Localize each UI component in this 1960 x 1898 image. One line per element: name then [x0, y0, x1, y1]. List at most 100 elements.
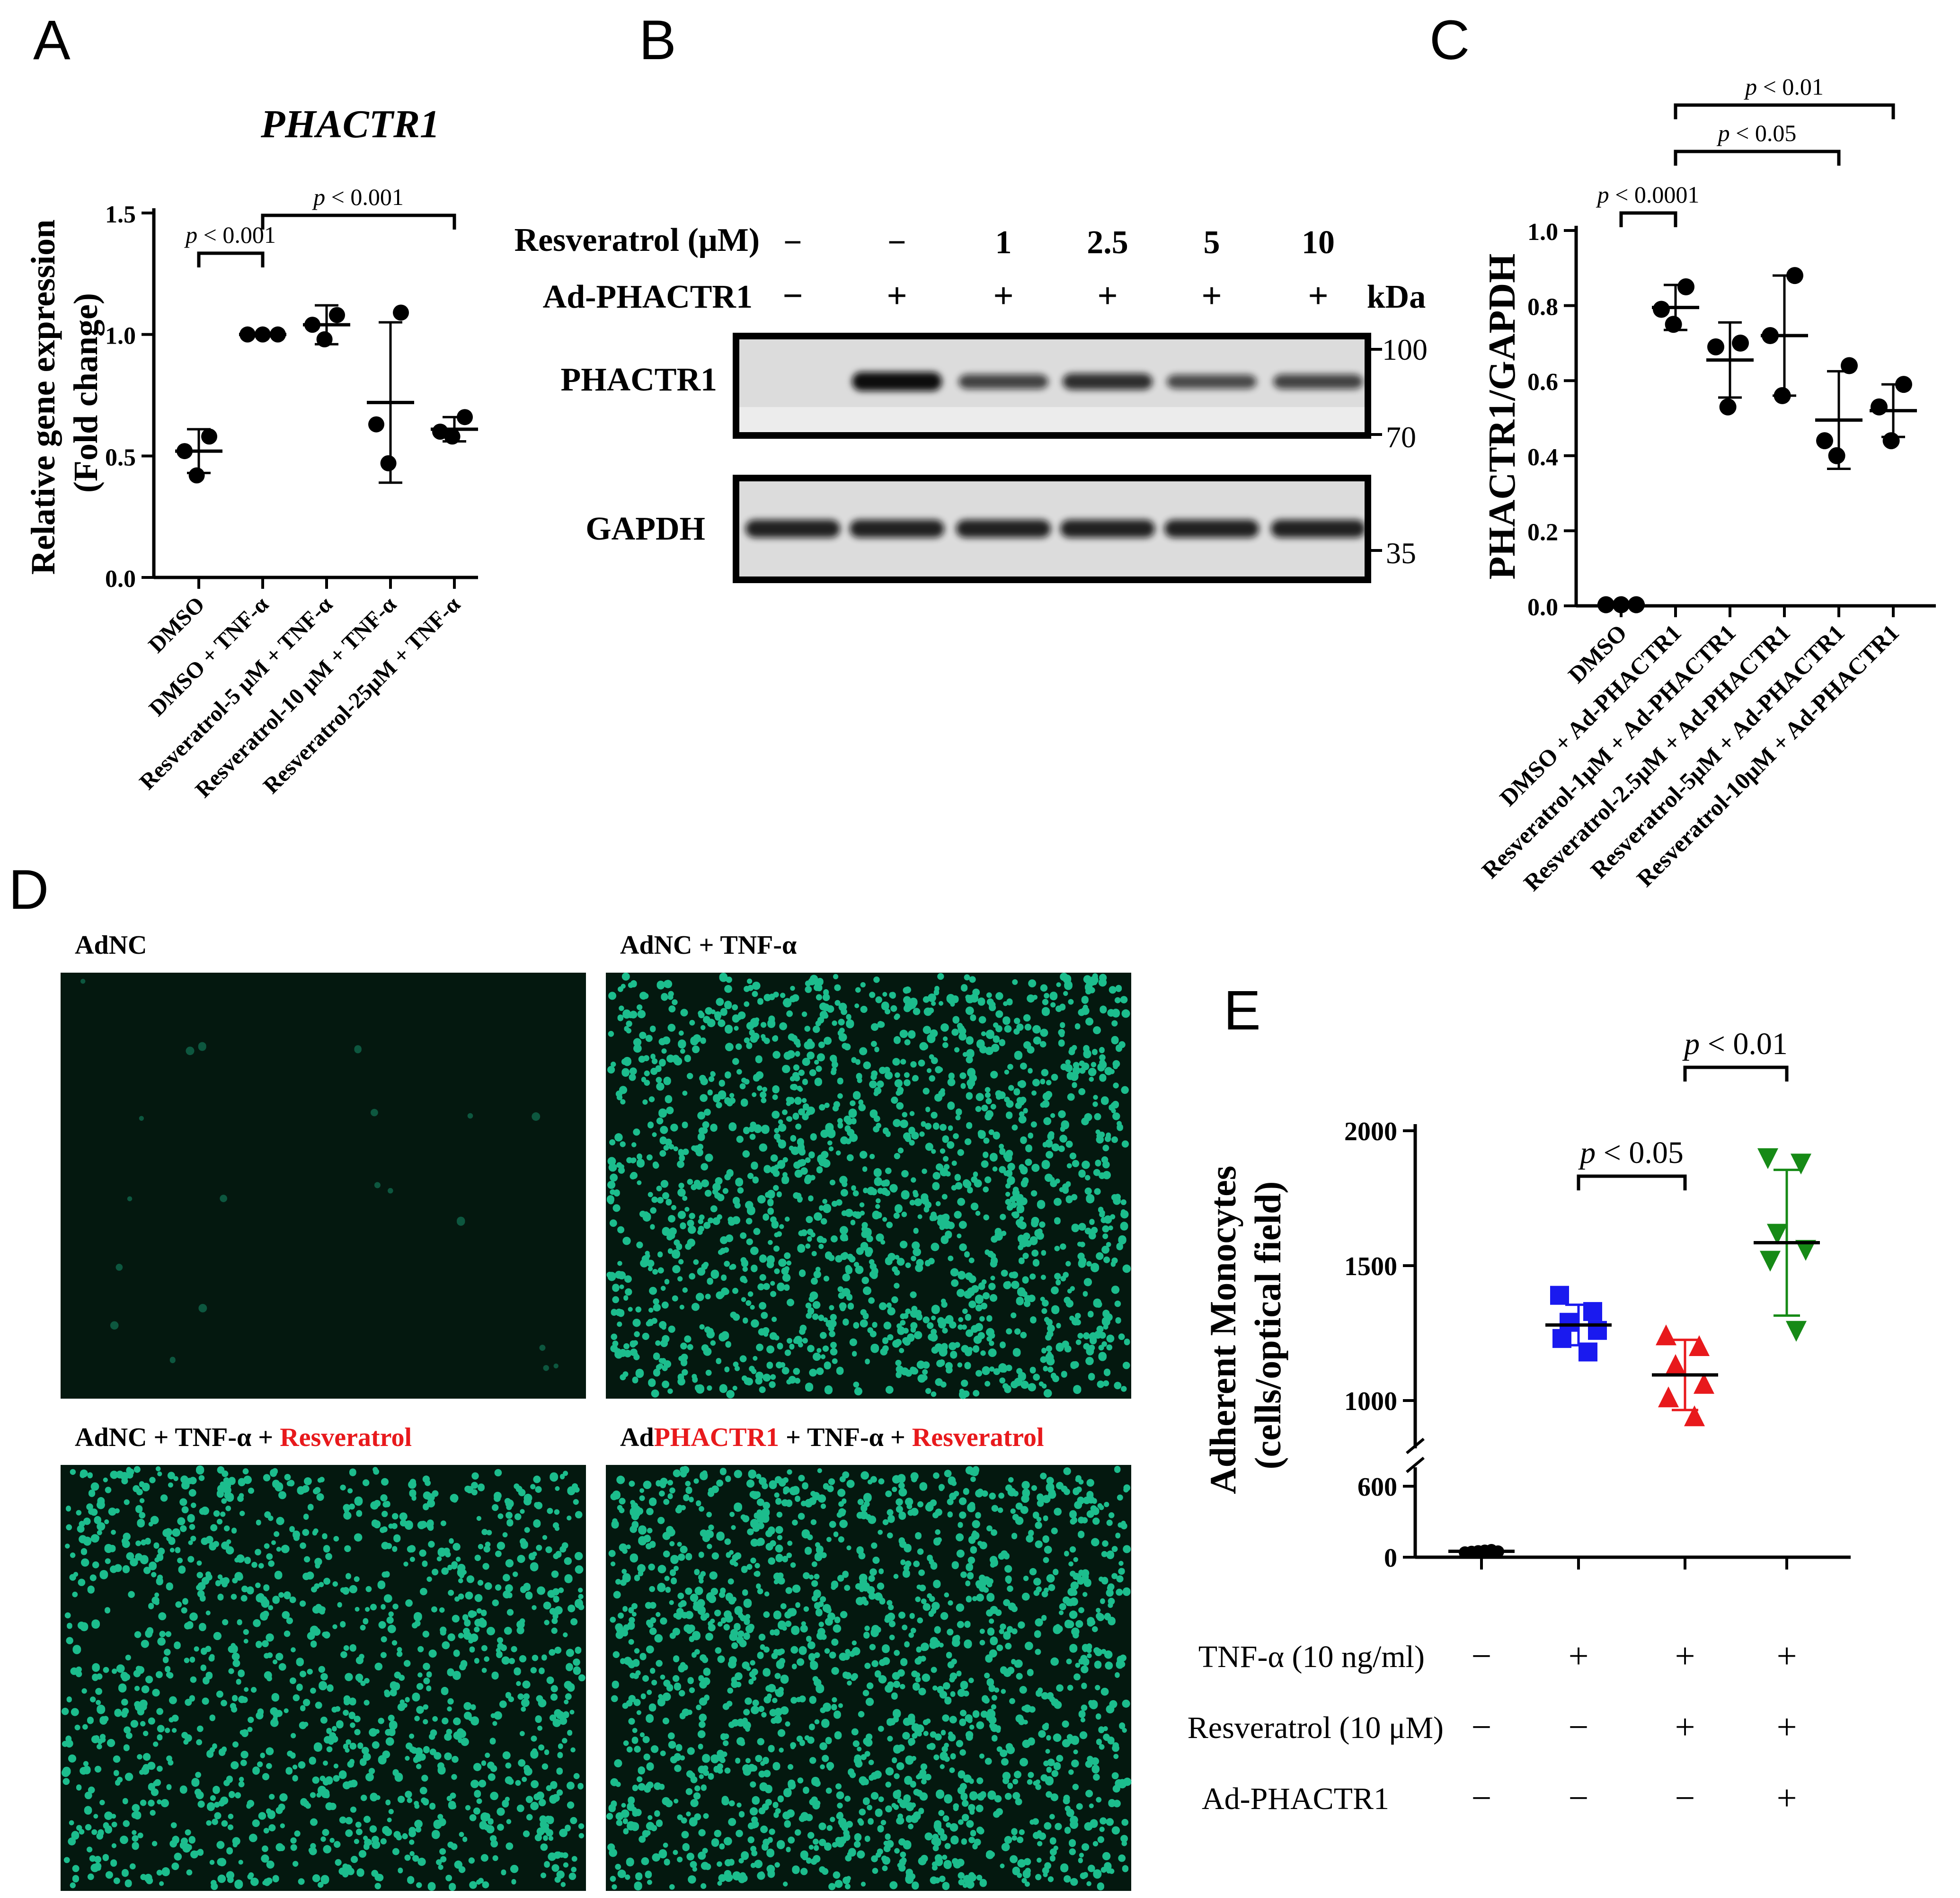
chart-c-data-point: [1841, 357, 1858, 374]
chart-e-axis-break-mark: [1406, 1437, 1425, 1455]
chart-e-data-point: [1579, 1342, 1597, 1362]
chart-e-data-point: [1550, 1286, 1569, 1305]
chart-e-data-point: [1552, 1329, 1571, 1348]
phactr1-band: [1273, 374, 1363, 389]
chart-a-data-point: [239, 326, 256, 343]
chart-e-significance-bracket: [1577, 1174, 1687, 1190]
phactr1-band: [958, 374, 1048, 389]
treatment-sign: −: [1472, 1707, 1492, 1747]
chart-a-data-point: [316, 331, 333, 347]
chart-c-significance-label-rest: < 0.05: [1730, 120, 1797, 146]
chart-c-significance-label-rest: < 0.01: [1757, 73, 1824, 100]
chart-a-data-point: [393, 304, 409, 321]
chart-e-data-point: [1694, 1373, 1714, 1394]
chart-c-significance-label: p < 0.01: [1744, 73, 1824, 100]
chart-c-data-point: [1665, 316, 1682, 333]
chart-c-data-point: [1828, 447, 1845, 464]
chart-c-data-point: [1719, 398, 1737, 416]
image-label-part: AdNC: [75, 931, 147, 960]
chart-a-data-point: [201, 428, 217, 445]
fluorescence-image-0: [61, 973, 586, 1399]
image-label-part: AdNC + TNF-α: [620, 931, 797, 960]
chart-e-data-point: [1684, 1405, 1705, 1427]
blot-label-phactr1: PHACTR1: [560, 362, 717, 398]
lane-resveratrol-2: 1: [995, 224, 1012, 261]
chart-e-ylabel-line2: (cells/optical field): [1247, 1181, 1288, 1470]
lane-adphactr1-4: +: [1201, 276, 1222, 316]
chart-c-ytick-label: 0.6: [1527, 369, 1558, 396]
chart-a-ytick-label: 1.0: [105, 323, 136, 350]
blot-kda-label: kDa: [1367, 279, 1426, 315]
phactr1-band: [1063, 373, 1153, 390]
marker-label-35: 35: [1386, 536, 1416, 570]
chart-a-data-point: [380, 455, 397, 471]
chart-a-data-point: [304, 317, 320, 333]
chart-e-data-point: [1560, 1313, 1579, 1332]
panel-a-chart: PHACTR1 Relative gene expression (Fold c…: [24, 102, 478, 803]
image-label-part: Resveratrol: [280, 1423, 412, 1452]
chart-c-significance-bracket: [1674, 150, 1841, 166]
chart-e-ylabel-line1: Adherent Monocytes: [1202, 1166, 1243, 1494]
chart-a-ytick-label: 0.0: [105, 566, 136, 593]
chart-c-significance-label: p < 0.0001: [1596, 181, 1700, 208]
chart-c-data-point: [1677, 278, 1694, 295]
chart-a-ylabel-line1: Relative gene expression: [24, 220, 62, 575]
chart-c-ytick-label: 0.4: [1527, 444, 1558, 471]
blot-label-gapdh: GAPDH: [585, 511, 705, 547]
chart-c-data-point: [1882, 432, 1900, 450]
chart-c-data-point: [1774, 387, 1791, 404]
chart-a-significance-label-p: p: [184, 222, 197, 248]
treatment-sign: +: [1777, 1636, 1797, 1676]
chart-e-data-point: [1665, 1354, 1686, 1375]
gapdh-band: [1060, 520, 1155, 538]
chart-a-category-label: DMSO + TNF-α: [144, 592, 274, 721]
chart-e-ylabel: Adherent Monocytes (cells/optical field): [1202, 1156, 1288, 1494]
marker-label-100: 100: [1382, 333, 1428, 366]
chart-e-data-point: [1791, 1153, 1811, 1175]
chart-e-ytick-label: 600: [1357, 1472, 1397, 1502]
chart-c-data-point: [1786, 267, 1803, 284]
panel-letter-e: E: [1224, 979, 1261, 1042]
chart-c-data-point: [1613, 596, 1630, 613]
chart-a-data-point: [444, 428, 461, 445]
chart-c-ytick-label: 0.2: [1527, 519, 1558, 546]
fluorescent-cells-1: [606, 972, 1131, 1399]
chart-e-ytick-label: 1000: [1344, 1387, 1397, 1416]
gapdh-band: [1164, 520, 1259, 538]
treatment-row-label: Ad-PHACTR1: [1202, 1782, 1389, 1816]
image-label-part: Ad: [620, 1423, 654, 1452]
chart-e-significance-label-p: p: [1682, 1027, 1700, 1061]
marker-label-70: 70: [1386, 420, 1416, 454]
chart-e-significance-label-rest: < 0.01: [1700, 1027, 1788, 1061]
blot-row-label-adphactr1: Ad-PHACTR1: [543, 279, 753, 315]
panel-c-chart: PHACTR1/GAPDH 0.00.20.40.60.81.0DMSODMSO…: [1476, 73, 1936, 896]
chart-a-data-point: [177, 443, 193, 460]
chart-a-significance-bracket: [261, 213, 456, 230]
treatment-sign: −: [1675, 1778, 1695, 1818]
lane-resveratrol-4: 5: [1204, 224, 1220, 261]
chart-c-ytick-label: 0.8: [1527, 294, 1558, 321]
chart-e-data-point: [1795, 1240, 1816, 1261]
chart-a-ytick-label: 0.5: [105, 444, 136, 471]
chart-a-significance-label: p < 0.001: [312, 184, 404, 210]
chart-e-data-point: [1757, 1148, 1778, 1169]
chart-c-significance-bracket: [1619, 211, 1677, 227]
chart-e-data-point: [1689, 1335, 1710, 1356]
treatment-sign: −: [1472, 1778, 1492, 1818]
panel-d-images: AdNC AdNC + TNF-α AdNC + TNF-α + Resveratr…: [61, 931, 1132, 1891]
chart-c-ylabel: PHACTR1/GAPDH: [1481, 254, 1523, 580]
chart-c-significance-bracket: [1674, 103, 1895, 119]
chart-e-significance-bracket: [1683, 1065, 1789, 1082]
lane-resveratrol-0: −: [783, 224, 802, 261]
chart-a-data-point: [457, 409, 473, 426]
chart-c-data-point: [1762, 327, 1779, 345]
treatment-row-label: TNF-α (10 ng/ml): [1198, 1640, 1425, 1674]
chart-c-significance-label-p: p: [1744, 73, 1757, 100]
treatment-sign: +: [1777, 1707, 1797, 1747]
chart-a-ytick-label: 1.5: [105, 201, 136, 228]
image-label-2: AdNC + TNF-α + Resveratrol: [75, 1423, 412, 1452]
treatment-sign: +: [1675, 1636, 1695, 1676]
chart-e-data-point: [1658, 1386, 1679, 1408]
